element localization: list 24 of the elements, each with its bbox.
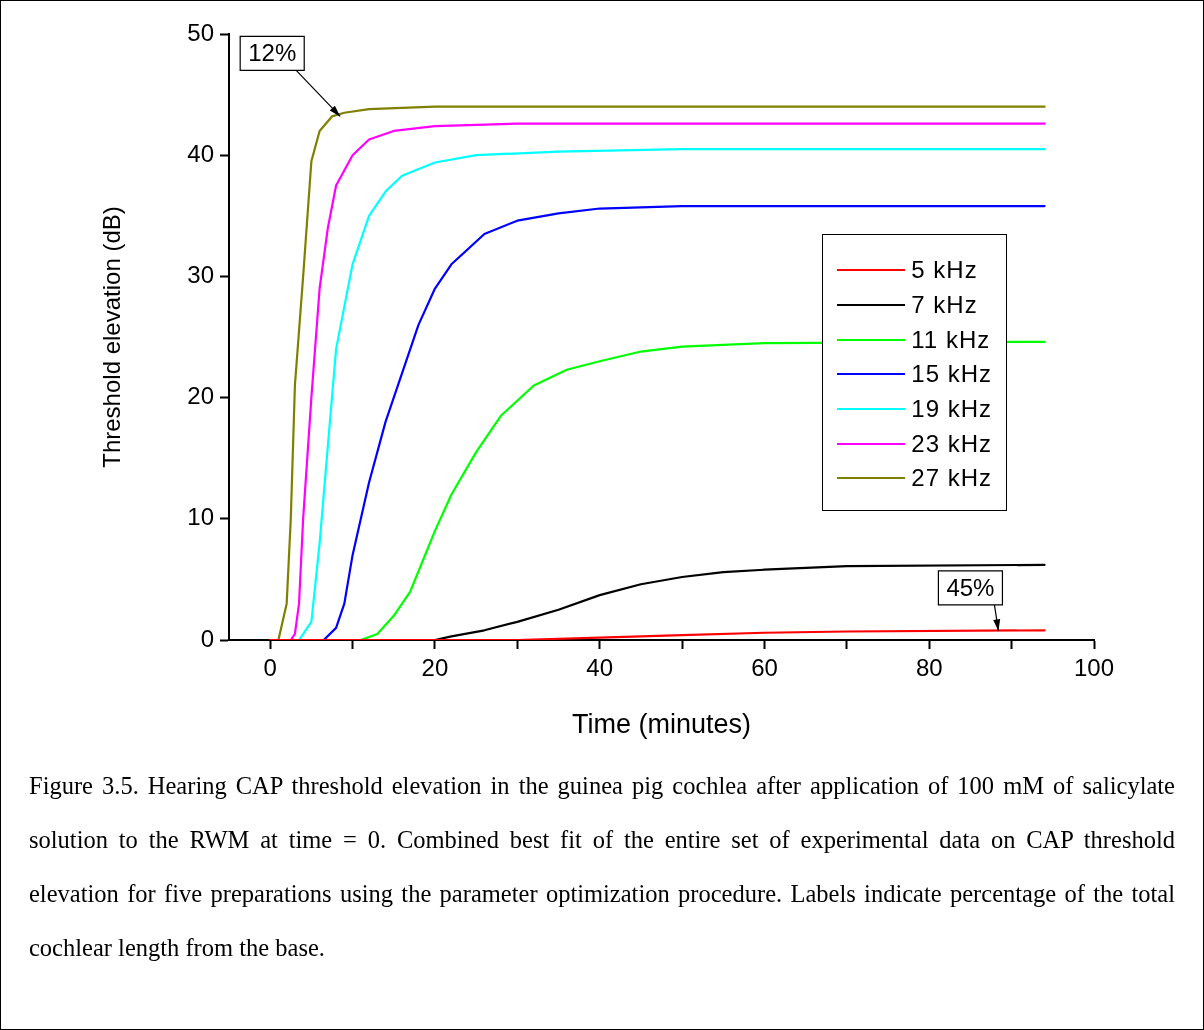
- legend-label: 15 kHz: [911, 360, 992, 389]
- y-tick-label: 20: [187, 382, 214, 410]
- y-axis-title: Threshold elevation (dB): [98, 206, 126, 468]
- legend-label: 23 kHz: [911, 429, 992, 458]
- caption: Figure 3.5. Hearing CAP threshold elevation in the guinea pig cochlea after application of 100 mM of salicylate solution to the RWM at time = 0. Combined best fit of the entire set of experimental data on CAP threshold elevation for five preparations using the parameter optimization procedure. Labels indicate percentage of the total cochlear length from the base.: [29, 771, 1175, 963]
- y-tick-label: 10: [187, 503, 214, 531]
- x-tick-label: 80: [915, 654, 943, 682]
- y-tick-label: 30: [187, 261, 214, 289]
- annotation: 12%: [248, 39, 297, 67]
- y-tick-label: 50: [187, 18, 214, 46]
- annotation: 45%: [946, 573, 995, 601]
- x-tick-label: 20: [421, 654, 449, 682]
- y-tick-label: 40: [187, 139, 214, 167]
- x-tick-label: 0: [263, 654, 277, 682]
- x-tick-label: 60: [751, 654, 778, 682]
- legend-label: 7 kHz: [911, 291, 978, 320]
- legend-label: 27 kHz: [911, 464, 992, 493]
- x-axis-title: Time (minutes): [571, 709, 752, 740]
- legend-label: 11 kHz: [911, 325, 991, 354]
- x-tick-label: 100: [1073, 654, 1115, 682]
- legend-label: 5 kHz: [911, 256, 978, 285]
- legend-label: 19 kHz: [911, 395, 992, 424]
- x-tick-label: 40: [586, 654, 614, 682]
- y-tick-label: 0: [200, 624, 214, 652]
